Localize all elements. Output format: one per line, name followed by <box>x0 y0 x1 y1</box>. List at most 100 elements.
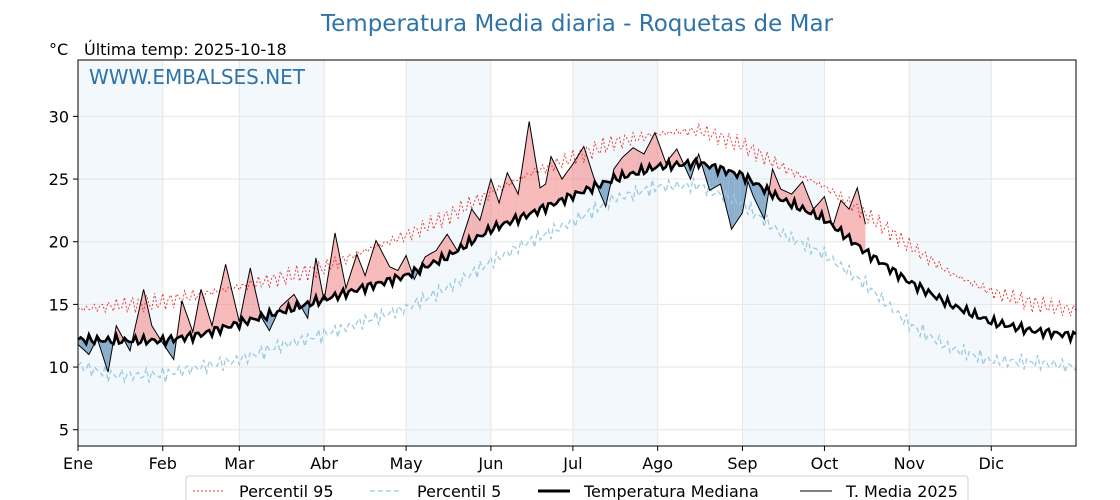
y-tick-label-30: 30 <box>49 107 69 126</box>
fill-above-median <box>140 289 144 343</box>
fill-above-median <box>356 254 360 292</box>
fill-below-median <box>761 187 765 220</box>
fill-above-median <box>291 294 295 312</box>
fill-above-median <box>635 149 639 175</box>
unit-label: °C <box>49 40 68 59</box>
fill-above-median <box>433 250 437 263</box>
fill-above-median <box>510 178 513 225</box>
fill-above-median <box>537 171 541 215</box>
fill-above-median <box>581 146 584 194</box>
series-2025-line <box>77 121 866 373</box>
fill-above-median <box>531 138 535 212</box>
fill-above-median <box>201 289 204 337</box>
legend-label-median: Temperatura Mediana <box>583 482 759 500</box>
y-axis: 5 10 15 20 25 30 <box>49 107 78 440</box>
month-band-Mar <box>239 60 325 446</box>
fill-above-median <box>329 249 333 299</box>
fill-above-median <box>507 172 511 225</box>
fill-above-median <box>570 164 573 201</box>
fill-above-median <box>493 186 497 230</box>
fill-above-median <box>857 187 860 246</box>
fill-above-median <box>854 187 858 245</box>
month-band-Sep <box>742 60 825 446</box>
legend-box <box>185 475 969 500</box>
fill-below-median <box>709 165 713 191</box>
series-lines <box>77 121 1077 385</box>
fill-above-median <box>490 179 494 234</box>
fill-below-median <box>704 162 707 182</box>
fill-above-median <box>843 203 847 239</box>
y-tick-label-5: 5 <box>59 421 69 440</box>
fill-above-median <box>802 181 806 211</box>
fill-below-median <box>108 337 111 373</box>
fill-above-median <box>354 254 357 292</box>
fill-above-median <box>452 242 456 254</box>
fill-above-median <box>504 172 508 223</box>
series-p5-line <box>77 177 1077 385</box>
fill-above-median <box>206 307 210 332</box>
series-p95-line <box>77 122 1077 317</box>
fill-above-median <box>572 159 576 201</box>
fill-above-median <box>575 155 579 193</box>
month-band-Ene <box>78 60 163 446</box>
fill-above-median <box>406 255 409 275</box>
fill-below-median <box>712 164 716 189</box>
fill-below-median <box>720 166 724 196</box>
legend: Percentil 95 Percentil 5 Temperatura Med… <box>185 475 969 500</box>
fill-above-median <box>233 298 237 323</box>
fill-above-median <box>824 196 828 223</box>
fill-above-median <box>652 132 655 171</box>
fill-above-median <box>816 202 819 219</box>
fill-above-median <box>643 148 647 174</box>
fill-above-median <box>780 189 784 201</box>
fill-above-median <box>373 240 377 290</box>
fill-above-median <box>283 301 286 313</box>
fill-above-median <box>381 250 385 286</box>
legend-label-p5: Percentil 5 <box>417 482 501 500</box>
fill-above-median <box>222 264 226 327</box>
x-tick-label-Mar: Mar <box>224 454 255 473</box>
fill-above-median <box>187 316 191 336</box>
fill-above-median <box>526 121 530 219</box>
x-tick-label-Dic: Dic <box>978 454 1004 473</box>
legend-label-p95: Percentil 95 <box>239 482 334 500</box>
x-tick-label-Sep: Sep <box>727 454 757 473</box>
chart-title: Temperatura Media diaria - Roquetas de M… <box>320 11 834 37</box>
fill-above-median <box>633 147 636 175</box>
fill-above-median <box>654 132 658 169</box>
month-band-Nov <box>909 60 992 446</box>
plot-frame <box>77 59 1077 447</box>
fill-above-median <box>367 258 371 285</box>
fill-above-median <box>624 152 628 178</box>
fill-above-median <box>370 249 374 290</box>
fill-above-median <box>479 210 483 237</box>
fill-above-median <box>808 195 811 215</box>
fill-below-median <box>731 170 735 230</box>
fill-above-median <box>567 167 571 196</box>
fill-above-median <box>332 232 336 297</box>
watermark: WWW.EMBALSES.NET <box>89 65 306 89</box>
fill-above-median <box>586 154 590 189</box>
month-band-Jul <box>572 60 658 446</box>
fill-above-median <box>425 255 428 268</box>
fill-above-median <box>143 289 147 345</box>
fill-above-median <box>313 258 316 305</box>
fill-above-median <box>184 308 188 342</box>
fill-above-median <box>477 216 480 236</box>
fill-above-median <box>859 199 863 253</box>
fill-above-median <box>250 268 253 319</box>
fill-above-median <box>627 150 631 177</box>
fill-above-median <box>583 146 587 194</box>
fill-above-median <box>119 330 122 344</box>
fill-above-median <box>797 184 800 211</box>
fill-above-median <box>799 181 803 211</box>
fill-above-median <box>195 303 199 334</box>
x-tick-label-May: May <box>390 454 423 473</box>
y-tick-label-15: 15 <box>49 295 69 314</box>
month-bands <box>78 60 992 446</box>
fill-above-median <box>335 232 338 300</box>
fill-above-median <box>326 266 330 301</box>
fill-above-median <box>512 183 516 221</box>
fill-above-median <box>556 167 560 204</box>
